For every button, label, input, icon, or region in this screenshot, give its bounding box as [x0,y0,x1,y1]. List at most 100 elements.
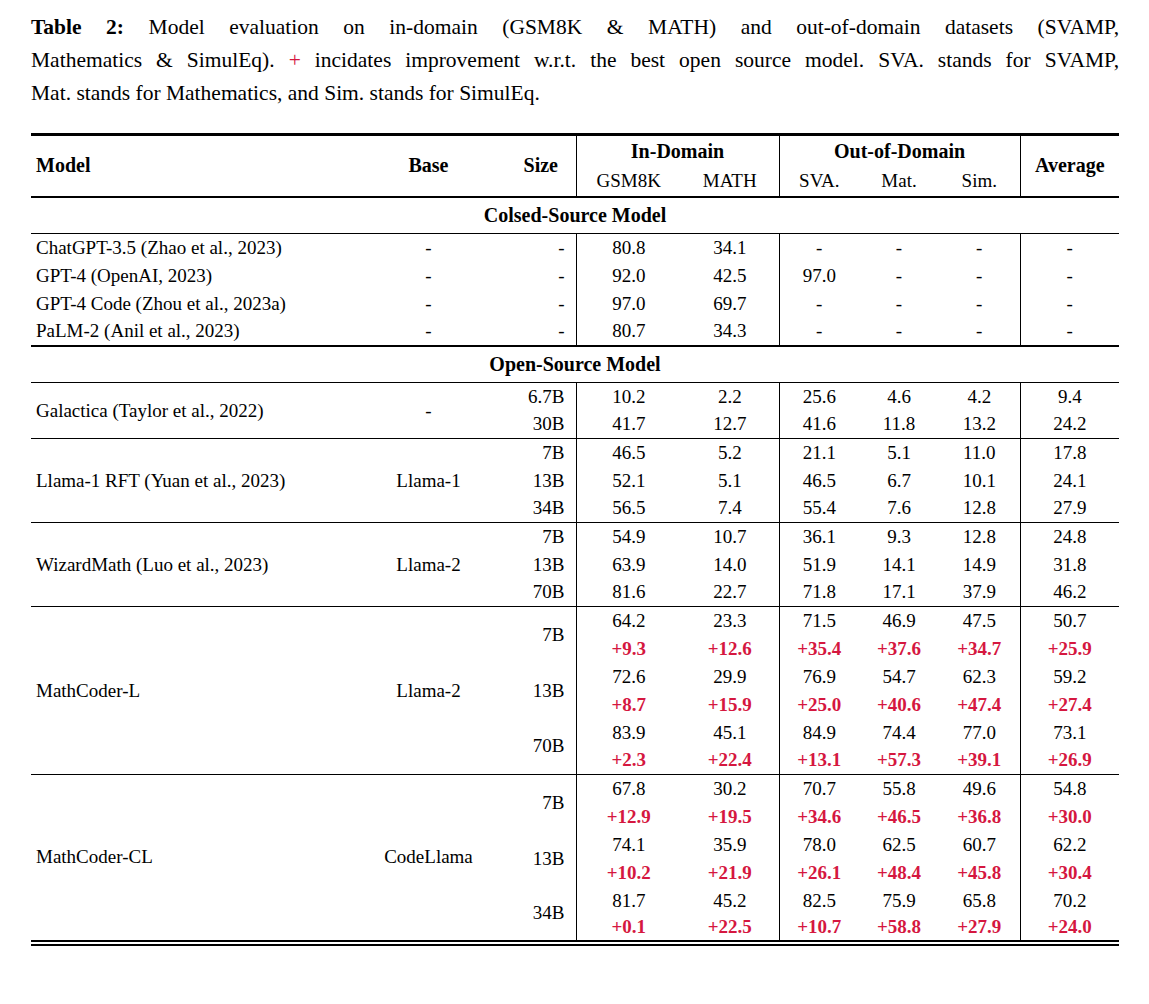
value-cell: 45.2 [681,887,779,915]
size-cell: - [506,318,576,346]
value-cell: 10.2 [576,383,681,411]
header-sva: SVA. [779,167,859,197]
improvement-cell: +58.8 [859,915,939,943]
value-cell: - [779,290,859,318]
table-row: WizardMath (Luo et al., 2023)Llama-27B54… [31,523,1119,551]
value-cell: 17.8 [1020,439,1119,467]
value-cell: 4.6 [859,383,939,411]
improvement-cell: +10.2 [576,859,681,887]
value-cell: 80.8 [576,234,681,262]
value-cell: 81.6 [576,579,681,607]
value-cell: 29.9 [681,663,779,691]
value-cell: 21.1 [779,439,859,467]
improvement-cell: +30.0 [1020,803,1119,831]
value-cell: 6.7 [859,467,939,495]
results-table: Model Base Size In-Domain Out-of-Domain … [31,133,1119,946]
value-cell: 50.7 [1020,607,1119,635]
base-name-cell: Llama-1 [351,439,506,523]
size-cell: 7B [506,523,576,551]
value-cell: 24.2 [1020,411,1119,439]
base-name-cell: CodeLlama [351,775,506,943]
value-cell: 54.7 [859,663,939,691]
base-name-cell: - [351,383,506,439]
improvement-cell: +35.4 [779,635,859,663]
improvement-cell: +46.5 [859,803,939,831]
value-cell: 17.1 [859,579,939,607]
value-cell: 12.8 [939,495,1020,523]
model-name-cell: MathCoder-L [31,607,351,775]
value-cell: 14.1 [859,551,939,579]
header-in-domain: In-Domain [576,135,779,167]
value-cell: - [939,234,1020,262]
value-cell: 9.4 [1020,383,1119,411]
value-cell: 74.4 [859,719,939,747]
value-cell: 52.1 [576,467,681,495]
value-cell: 42.5 [681,262,779,290]
improvement-cell: +10.7 [779,915,859,943]
value-cell: 41.7 [576,411,681,439]
section-row: Colsed-Source Model [31,197,1119,234]
header-out-of-domain: Out-of-Domain [779,135,1020,167]
improvement-cell: +22.4 [681,747,779,775]
size-cell: 13B [506,831,576,887]
value-cell: 46.2 [1020,579,1119,607]
improvement-cell: +12.9 [576,803,681,831]
header-size: Size [506,135,576,197]
caption-line-3: Mat. stands for Mathematics, and Sim. st… [31,77,1119,110]
value-cell: - [1020,262,1119,290]
size-cell: 70B [506,719,576,775]
size-cell: 7B [506,775,576,831]
value-cell: 62.5 [859,831,939,859]
value-cell: - [779,234,859,262]
value-cell: 78.0 [779,831,859,859]
improvement-cell: +30.4 [1020,859,1119,887]
value-cell: 5.2 [681,439,779,467]
value-cell: 74.1 [576,831,681,859]
value-cell: 51.9 [779,551,859,579]
value-cell: 41.6 [779,411,859,439]
model-name-cell: ChatGPT-3.5 (Zhao et al., 2023) [31,234,351,262]
value-cell: 80.7 [576,318,681,346]
value-cell: 56.5 [576,495,681,523]
value-cell: 2.2 [681,383,779,411]
model-name-cell: PaLM-2 (Anil et al., 2023) [31,318,351,346]
improvement-cell: +2.3 [576,747,681,775]
size-cell: 7B [506,439,576,467]
improvement-cell: +25.0 [779,691,859,719]
improvement-cell: +37.6 [859,635,939,663]
value-cell: 63.9 [576,551,681,579]
value-cell: 5.1 [859,439,939,467]
improvement-cell: +27.4 [1020,691,1119,719]
size-cell: 70B [506,579,576,607]
value-cell: - [859,234,939,262]
size-cell: 13B [506,467,576,495]
value-cell: 35.9 [681,831,779,859]
improvement-cell: +39.1 [939,747,1020,775]
model-name-cell: Galactica (Taylor et al., 2022) [31,383,351,439]
header-sim: Sim. [939,167,1020,197]
section-row: Open-Source Model [31,346,1119,383]
value-cell: - [939,262,1020,290]
table-row: ChatGPT-3.5 (Zhao et al., 2023)--80.834.… [31,234,1119,262]
improvement-cell: +21.9 [681,859,779,887]
value-cell: 34.1 [681,234,779,262]
value-cell: 11.8 [859,411,939,439]
value-cell: 71.5 [779,607,859,635]
value-cell: 49.6 [939,775,1020,803]
size-cell: - [506,262,576,290]
value-cell: - [859,318,939,346]
model-name-cell: MathCoder-CL [31,775,351,943]
improvement-cell: +19.5 [681,803,779,831]
value-cell: - [859,262,939,290]
value-cell: 47.5 [939,607,1020,635]
value-cell: 12.7 [681,411,779,439]
base-name-cell: Llama-2 [351,523,506,607]
value-cell: 84.9 [779,719,859,747]
value-cell: - [1020,290,1119,318]
improvement-cell: +45.8 [939,859,1020,887]
value-cell: 9.3 [859,523,939,551]
value-cell: 70.2 [1020,887,1119,915]
size-cell: 13B [506,663,576,719]
size-cell: 6.7B [506,383,576,411]
improvement-cell: +24.0 [1020,915,1119,943]
